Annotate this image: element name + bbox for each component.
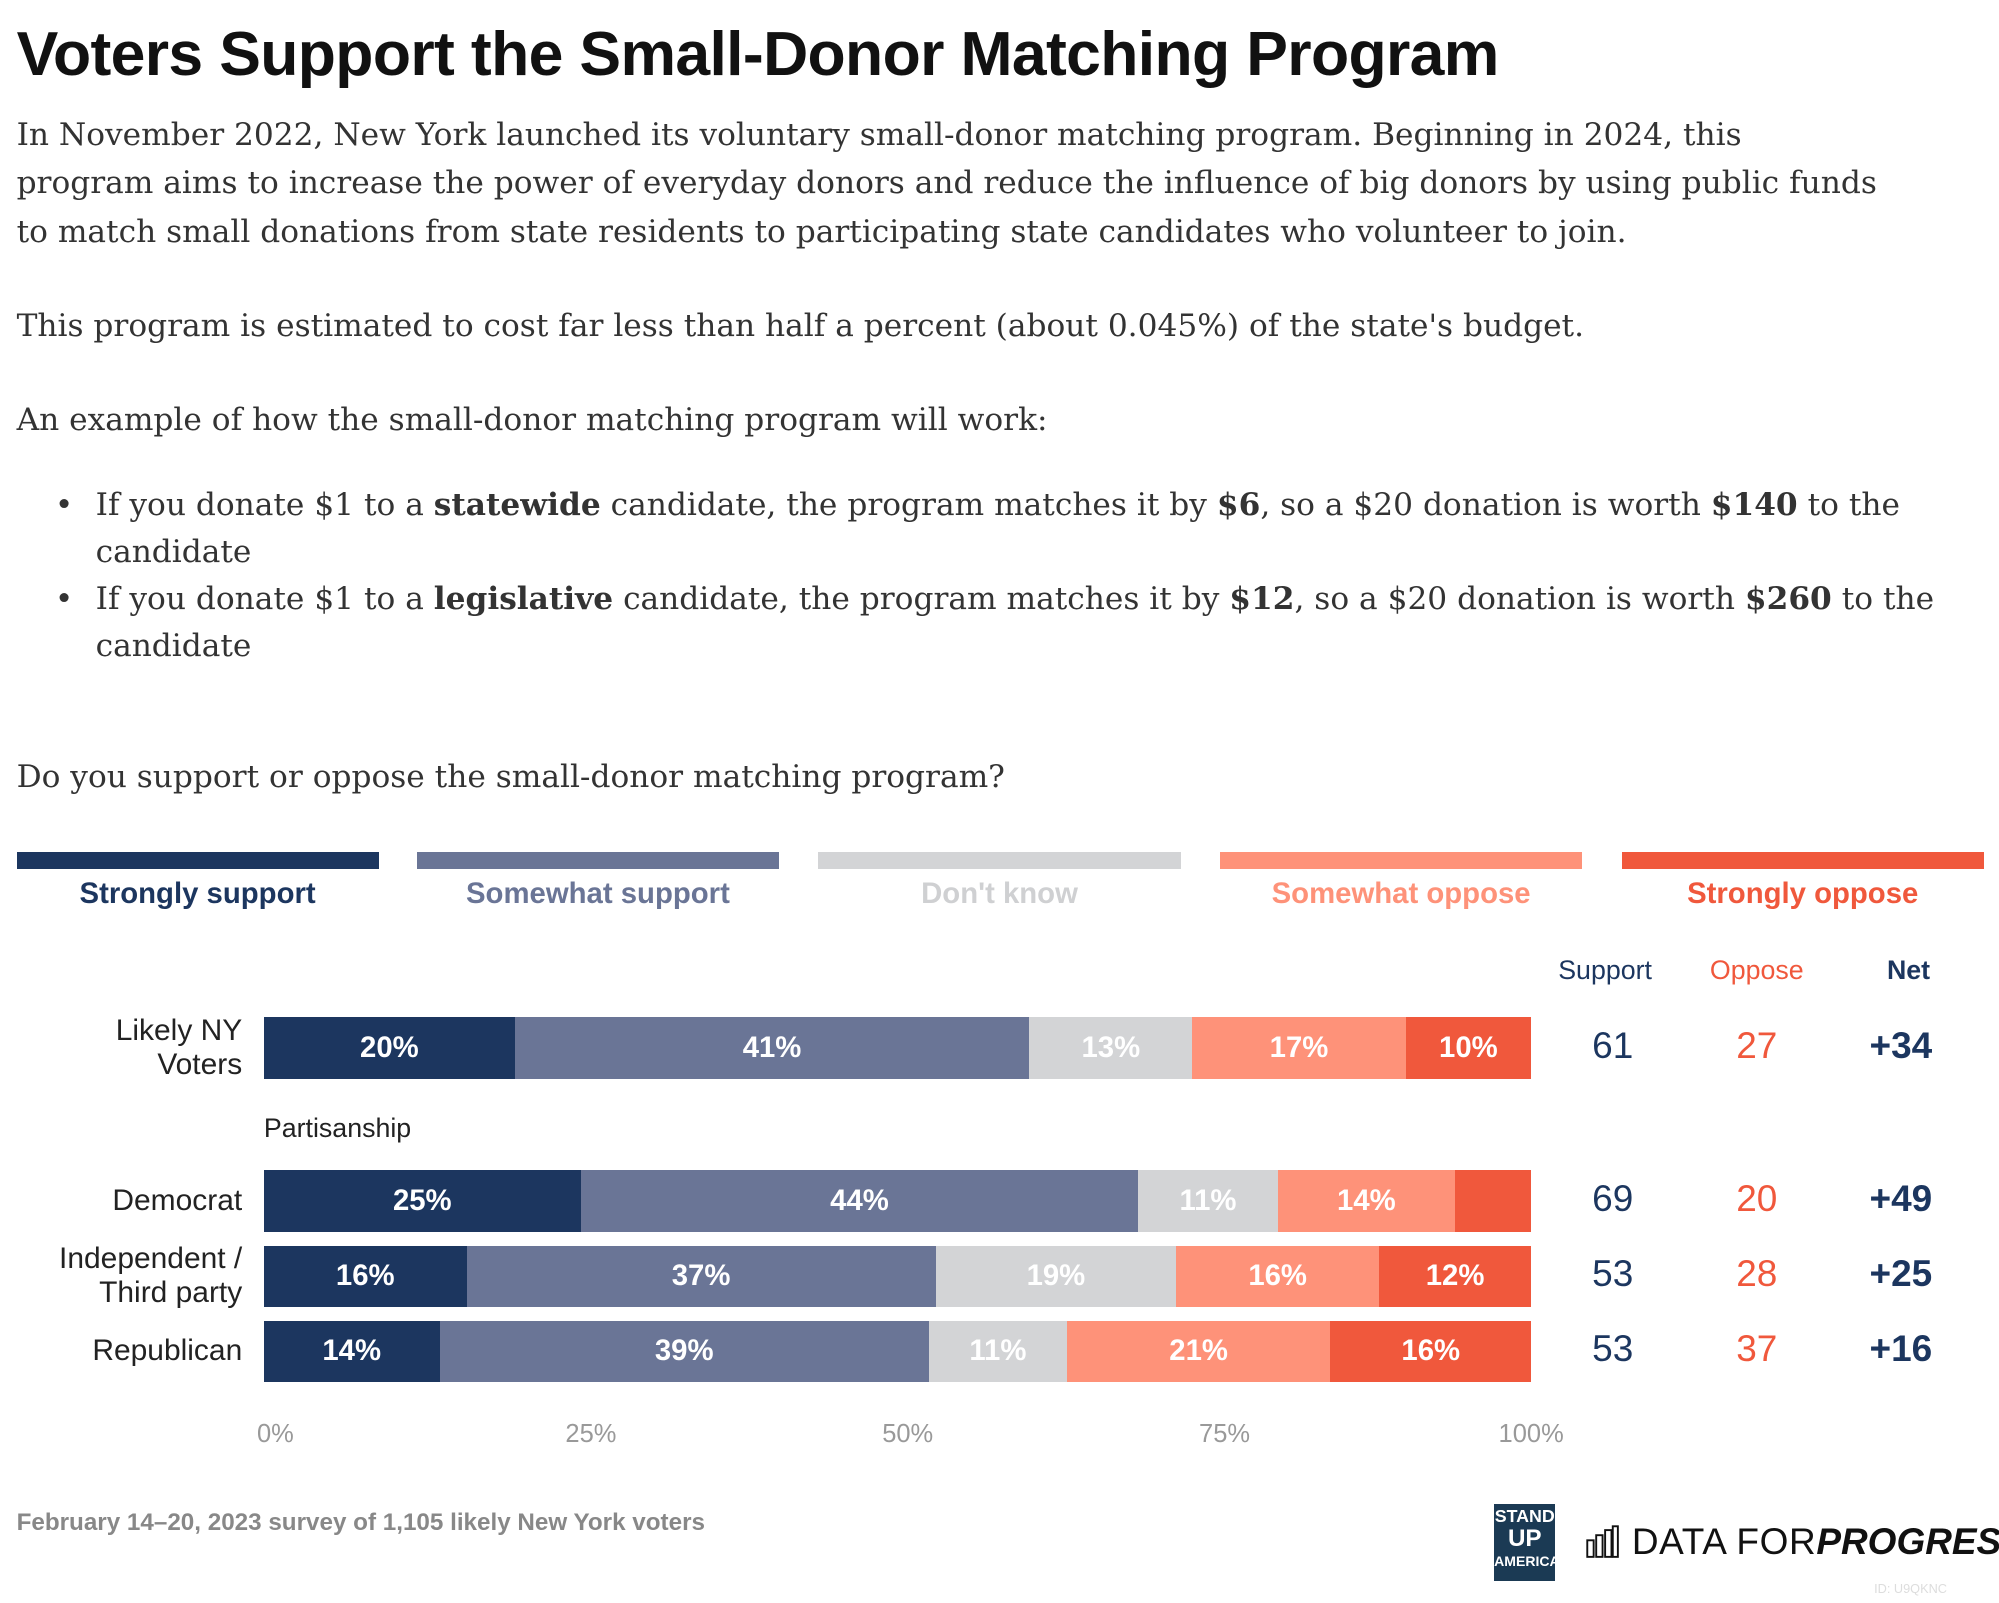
bar-segment-don-t-know: 11%	[928, 1320, 1067, 1382]
x-tick-label: 50%	[882, 1420, 934, 1449]
bar-segment-strongly-oppose: 16%	[1330, 1320, 1532, 1382]
legend-swatch	[16, 851, 379, 870]
oppose-value: 27	[1736, 1025, 1778, 1067]
bar-segment-somewhat-oppose: 21%	[1066, 1320, 1331, 1382]
oppose-value: 20	[1736, 1178, 1778, 1219]
support-header: Support	[1558, 954, 1652, 985]
legend-swatch	[1621, 851, 1984, 870]
legend-swatch	[818, 851, 1181, 870]
footer-source: February 14–20, 2023 survey of 1,105 lik…	[16, 1509, 705, 1537]
support-value: 69	[1592, 1178, 1634, 1219]
legend-label: Somewhat oppose	[1271, 877, 1531, 911]
intro-line: program aims to increase the power of ev…	[16, 165, 1877, 202]
row-label-line: Likely NY	[115, 1013, 243, 1047]
page-title: Voters Support the Small-Donor Matching …	[16, 18, 1500, 89]
question: Do you support or oppose the small-donor…	[16, 759, 1005, 796]
support-value: 53	[1592, 1328, 1634, 1370]
example-text: An example of how the small-donor matchi…	[16, 402, 1048, 439]
legend-label: Strongly oppose	[1687, 877, 1919, 911]
oppose-header: Oppose	[1709, 954, 1804, 985]
bar-segment-strongly-oppose: 12%	[1379, 1245, 1532, 1307]
bar-segment-somewhat-oppose: 16%	[1176, 1245, 1380, 1307]
bar-segment-don-t-know: 19%	[935, 1245, 1177, 1307]
bar-segment-somewhat-support: 37%	[466, 1245, 936, 1307]
net-value: +16	[1869, 1328, 1933, 1370]
bar-segment-somewhat-support: 41%	[514, 1017, 1030, 1079]
net-value: +25	[1869, 1253, 1933, 1295]
stacked-bar: 25% 44% 11% 14%	[263, 1170, 1532, 1232]
legend-label: Strongly support	[79, 877, 316, 911]
legend-label: Don't know	[921, 877, 1078, 911]
x-tick-label: 75%	[1199, 1420, 1251, 1449]
chart-id: ID: U9QKNC	[1874, 1580, 1947, 1596]
bar-segment-strongly-support: 16%	[263, 1245, 467, 1307]
bar-segment-don-t-know: 11%	[1138, 1170, 1278, 1232]
net-value: +49	[1869, 1178, 1933, 1219]
stacked-bar: 16% 37% 19% 16% 12%	[263, 1245, 1532, 1307]
intro-line: In November 2022, New York launched its …	[16, 116, 1742, 153]
oppose-value: 37	[1736, 1328, 1778, 1370]
bar-segment-strongly-support: 25%	[263, 1170, 581, 1232]
x-tick-label: 25%	[565, 1420, 617, 1449]
row-label-line: Democrat	[112, 1183, 243, 1217]
row-label-line: Third party	[99, 1276, 243, 1310]
bar-chart-icon	[1586, 1525, 1619, 1559]
intro-line: to match small donations from state resi…	[16, 213, 1627, 250]
support-value: 53	[1592, 1253, 1634, 1295]
net-value: +34	[1869, 1025, 1933, 1067]
data-for-progress-logo: DATA FOR PROGRESS	[1586, 1521, 1999, 1563]
bar-segment-somewhat-oppose: 17%	[1192, 1017, 1406, 1079]
row-label: Likely NY Voters	[116, 1014, 243, 1083]
bar-segment-strongly-support: 14%	[263, 1320, 440, 1382]
bullet-statewide: If you donate $1 to a statewide candidat…	[55, 482, 1996, 576]
x-tick-label: 0%	[256, 1420, 294, 1449]
stacked-bar: 14% 39% 11% 21% 16%	[263, 1320, 1532, 1382]
bullet-legislative: If you donate $1 to a legislative candid…	[55, 576, 1996, 670]
row-label-line: Independent /	[59, 1241, 243, 1275]
bar-segment-strongly-support: 20%	[263, 1017, 515, 1079]
bar-segment-strongly-oppose: 10%	[1405, 1017, 1532, 1079]
row-label: Republican	[92, 1334, 242, 1368]
bar-segment-somewhat-support: 44%	[580, 1170, 1139, 1232]
x-tick-label: 100%	[1498, 1420, 1564, 1449]
bar-segment-somewhat-support: 39%	[439, 1320, 929, 1382]
legend-swatch	[1220, 851, 1583, 870]
support-value: 61	[1592, 1025, 1634, 1067]
row-label: Independent / Third party	[59, 1242, 242, 1311]
legend-label: Somewhat support	[466, 877, 730, 911]
net-header: Net	[1886, 954, 1931, 985]
group-label: Partisanship	[263, 1112, 412, 1143]
oppose-value: 28	[1736, 1253, 1778, 1295]
bar-segment-somewhat-oppose: 14%	[1277, 1170, 1456, 1232]
stacked-bar: 20% 41% 13% 17% 10%	[263, 1017, 1532, 1079]
legend-swatch	[416, 851, 779, 870]
row-label-line: Republican	[92, 1334, 243, 1368]
bar-segment-strongly-oppose	[1455, 1170, 1532, 1232]
standup-america-logo: STAND UP AMERICA	[1494, 1504, 1560, 1581]
row-label: Democrat	[112, 1184, 242, 1218]
bar-segment-don-t-know: 13%	[1029, 1017, 1193, 1079]
row-label-line: Voters	[157, 1047, 243, 1081]
cost-text: This program is estimated to cost far le…	[16, 308, 1585, 345]
